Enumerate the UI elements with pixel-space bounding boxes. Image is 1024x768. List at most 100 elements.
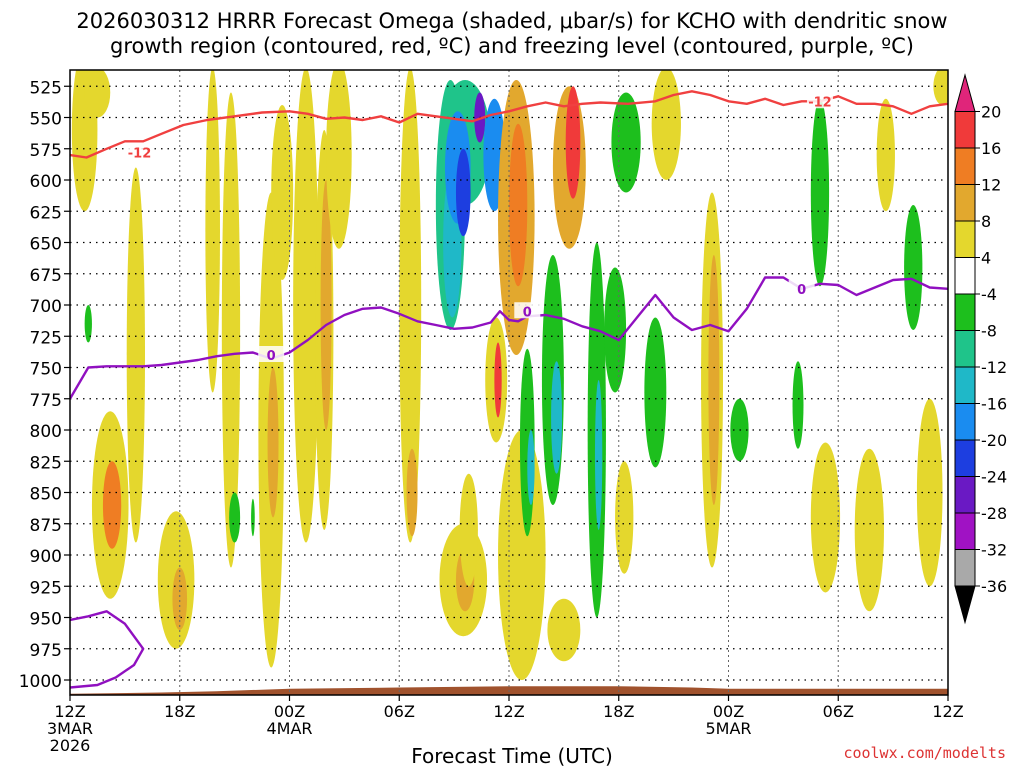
colorbar-label: -20 [981, 431, 1007, 450]
omega-blob [251, 498, 255, 537]
contours: -12 -12 0 0 0 [70, 90, 948, 689]
omega-blob [527, 430, 535, 505]
x-tick-label: 12Z [932, 702, 963, 721]
colorbar-top-arrow [954, 73, 976, 112]
colorbar-bin [954, 293, 976, 331]
omega-blob [651, 70, 681, 180]
y-tick-label: 950 [30, 610, 62, 630]
omega-blob [102, 461, 122, 549]
omega-blob [271, 105, 294, 280]
colorbar-label: 8 [981, 212, 991, 231]
omega-blob [406, 448, 418, 537]
contour-line [70, 610, 145, 689]
y-tick-label: 850 [30, 485, 62, 505]
y-tick-label: 900 [30, 547, 62, 567]
y-tick-label: 775 [30, 391, 62, 411]
y-tick-label: 825 [30, 453, 62, 473]
colorbar-bottom-arrow [954, 585, 976, 625]
y-tick-label: 750 [30, 360, 62, 380]
omega-blob [205, 70, 220, 393]
omega-blob [604, 267, 627, 393]
x-tick-label: 06Z [384, 702, 415, 721]
y-tick-label: 575 [30, 141, 62, 161]
omega-blob [565, 86, 581, 199]
x-tick-label: 00Z [274, 702, 305, 721]
y-tick-label: 650 [30, 235, 62, 255]
y-axis: 525 550 575 600 625 650 675 700 725 750 775 800 825 8… [19, 78, 70, 692]
y-tick-label: 525 [30, 78, 62, 98]
colorbar-label: -24 [981, 468, 1007, 487]
colorbar-label: 20 [981, 103, 1001, 122]
omega-blob [615, 461, 634, 574]
omega-blob [84, 305, 92, 343]
x-tick-label: 18Z [164, 702, 195, 721]
grid [70, 70, 948, 695]
omega-blob [708, 255, 720, 505]
contour-label-bg [126, 143, 153, 160]
colorbar-label: 16 [981, 139, 1001, 158]
omega-blob [229, 492, 241, 543]
credit-text[interactable]: coolwx.com/modelts [843, 744, 1006, 762]
contour-label: 0 [797, 283, 806, 298]
contour-label-bg [258, 346, 285, 362]
omega-blob [84, 70, 111, 118]
x-tick-label: 06Z [823, 702, 854, 721]
omega-blob [916, 398, 943, 587]
y-tick-label: 550 [30, 110, 62, 130]
x-axis-label: Forecast Time (UTC) [411, 744, 613, 768]
omega-blob [326, 70, 352, 249]
omega-blob [547, 598, 581, 662]
omega-blob [810, 98, 830, 287]
omega-blob [594, 380, 603, 530]
chart-title-line2: growth region (contoured, red, ºC) and f… [110, 34, 914, 58]
colorbar-bin [954, 147, 976, 185]
contour-label-bg [514, 302, 541, 319]
colorbar-label: -12 [981, 358, 1007, 377]
colorbar-label: -28 [981, 504, 1007, 523]
contour-label: 0 [523, 305, 532, 320]
colorbar-bin [954, 512, 976, 550]
colorbar-label: -8 [981, 322, 997, 341]
chart-title-line1: 2026030312 HRRR Forecast Omega (shaded, … [76, 9, 948, 33]
omega-blob [854, 448, 884, 612]
colorbar-label: -32 [981, 541, 1007, 560]
contour-label: -12 [808, 95, 832, 110]
colorbar-bin [954, 439, 976, 477]
omega-blob [494, 342, 502, 418]
colorbar-bin [954, 549, 976, 587]
x-tick-label: 00Z [713, 702, 744, 721]
omega-blob [792, 361, 804, 449]
y-tick-label: 975 [30, 641, 62, 661]
colorbar-bin [954, 476, 976, 514]
omega-blob [293, 70, 319, 543]
x-tick-label: 12Z [54, 702, 85, 721]
omega-blob [459, 473, 478, 587]
omega-blob [933, 70, 948, 105]
colorbar-bin [954, 330, 976, 368]
colorbar: 20 16 12 8 4 -4 -8 -12 -16 -20 -24 -28 -32 -36 [954, 73, 1007, 625]
omega-blob [399, 70, 422, 543]
y-tick-label: 675 [30, 266, 62, 286]
omega-blob [498, 430, 546, 680]
contour-label-bg [788, 279, 815, 296]
colorbar-bin [954, 366, 976, 404]
contour-label: -12 [128, 147, 152, 162]
x-tick-label: 18Z [603, 702, 634, 721]
colorbar-label: -4 [981, 285, 997, 304]
omega-blob [551, 361, 563, 474]
colorbar-bin [954, 403, 976, 441]
colorbar-bin [954, 184, 976, 222]
omega-blob [876, 98, 895, 212]
omega-blob [126, 167, 145, 543]
x-tick-label: 2026 [50, 736, 91, 755]
omega-blob [455, 148, 471, 237]
y-tick-label: 1000 [19, 672, 62, 692]
colorbar-bin [954, 111, 976, 149]
y-tick-label: 700 [30, 297, 62, 317]
omega-blob [508, 123, 528, 287]
omega-blob [904, 205, 923, 330]
colorbar-label: -16 [981, 395, 1007, 414]
omega-blob [730, 398, 749, 462]
